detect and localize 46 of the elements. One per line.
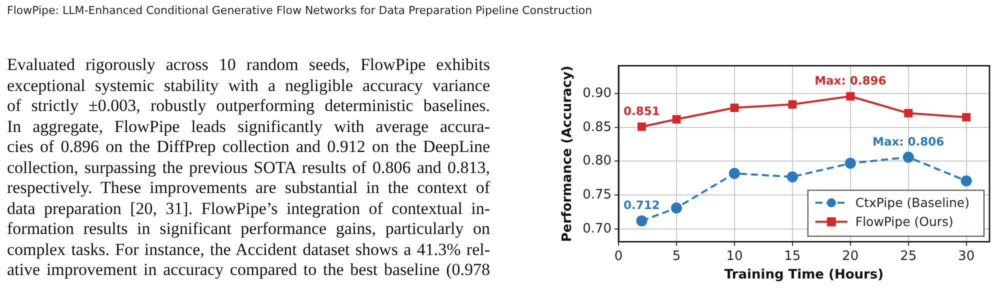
y-axis-title: Performance (Accuracy) <box>560 66 576 242</box>
point <box>638 122 646 131</box>
text: of strictly ±0.003, robustly outperforming deterministic baselines. <box>7 96 490 116</box>
annotation: 0.712 <box>624 198 660 212</box>
text: complex tasks. For instance, the Accident dataset shows a 41.3% rel- <box>7 240 490 260</box>
annotation: 0.851 <box>624 104 660 118</box>
point <box>671 202 682 214</box>
point <box>728 168 740 179</box>
point <box>788 100 797 109</box>
text: formation results in significant performance gains, particularly on <box>7 219 490 240</box>
point <box>786 171 798 182</box>
x-tick-label: 30 <box>958 248 975 264</box>
x-axis-title: Training Time (Hours) <box>724 268 884 283</box>
y-tick-label: 0.90 <box>582 86 612 101</box>
text: FlowPipe: LLM-Enhanced Conditional Generative Flow Networks for Data Preparation Pipeline Construction <box>7 4 592 17</box>
y-tick-label: 0.70 <box>582 221 612 236</box>
text: ative improvement in accuracy compared to the best baseline (0.978 <box>7 260 490 280</box>
y-tick-label: 0.80 <box>582 154 612 169</box>
x-tick-label: 10 <box>726 248 743 264</box>
text: exceptional systemic stability with a negligible accuracy variance <box>7 76 490 96</box>
x-tick-label: 15 <box>784 248 801 264</box>
x-tick-label: 20 <box>842 248 859 264</box>
text: respectively. These improvements are substantial in the context of <box>7 178 490 198</box>
text: data preparation [20, 31]. FlowPipe’s integration of contextual in- <box>7 198 490 219</box>
annotation: Max: 0.806 <box>872 134 944 148</box>
annotation: Max: 0.896 <box>814 73 886 88</box>
text: In aggregate, FlowPipe leads significantly with average accura- <box>7 116 490 137</box>
point <box>844 158 856 169</box>
point <box>672 115 681 124</box>
point <box>960 175 972 186</box>
x-tick-label: 25 <box>900 248 917 264</box>
x-tick-label: 5 <box>672 248 681 264</box>
point <box>846 92 855 100</box>
text: cies of 0.896 on the DiffPrep collection and 0.912 on the DeepLine <box>7 137 490 158</box>
text: collection, surpassing the previous SOTA results of 0.806 and 0.813, <box>7 158 490 178</box>
y-tick-label: 0.75 <box>582 187 612 202</box>
text: Evaluated rigorously across 10 random seeds, FlowPipe exhibits <box>7 55 490 76</box>
point <box>636 215 648 226</box>
point <box>904 109 913 118</box>
point <box>730 104 739 112</box>
point <box>962 113 970 122</box>
legend-label: FlowPipe (Ours) <box>855 214 954 230</box>
x-tick-label: 0 <box>614 248 623 264</box>
point <box>902 152 914 163</box>
y-tick-label: 0.85 <box>582 120 612 135</box>
legend-label: CtxPipe (Baseline) <box>855 195 970 210</box>
